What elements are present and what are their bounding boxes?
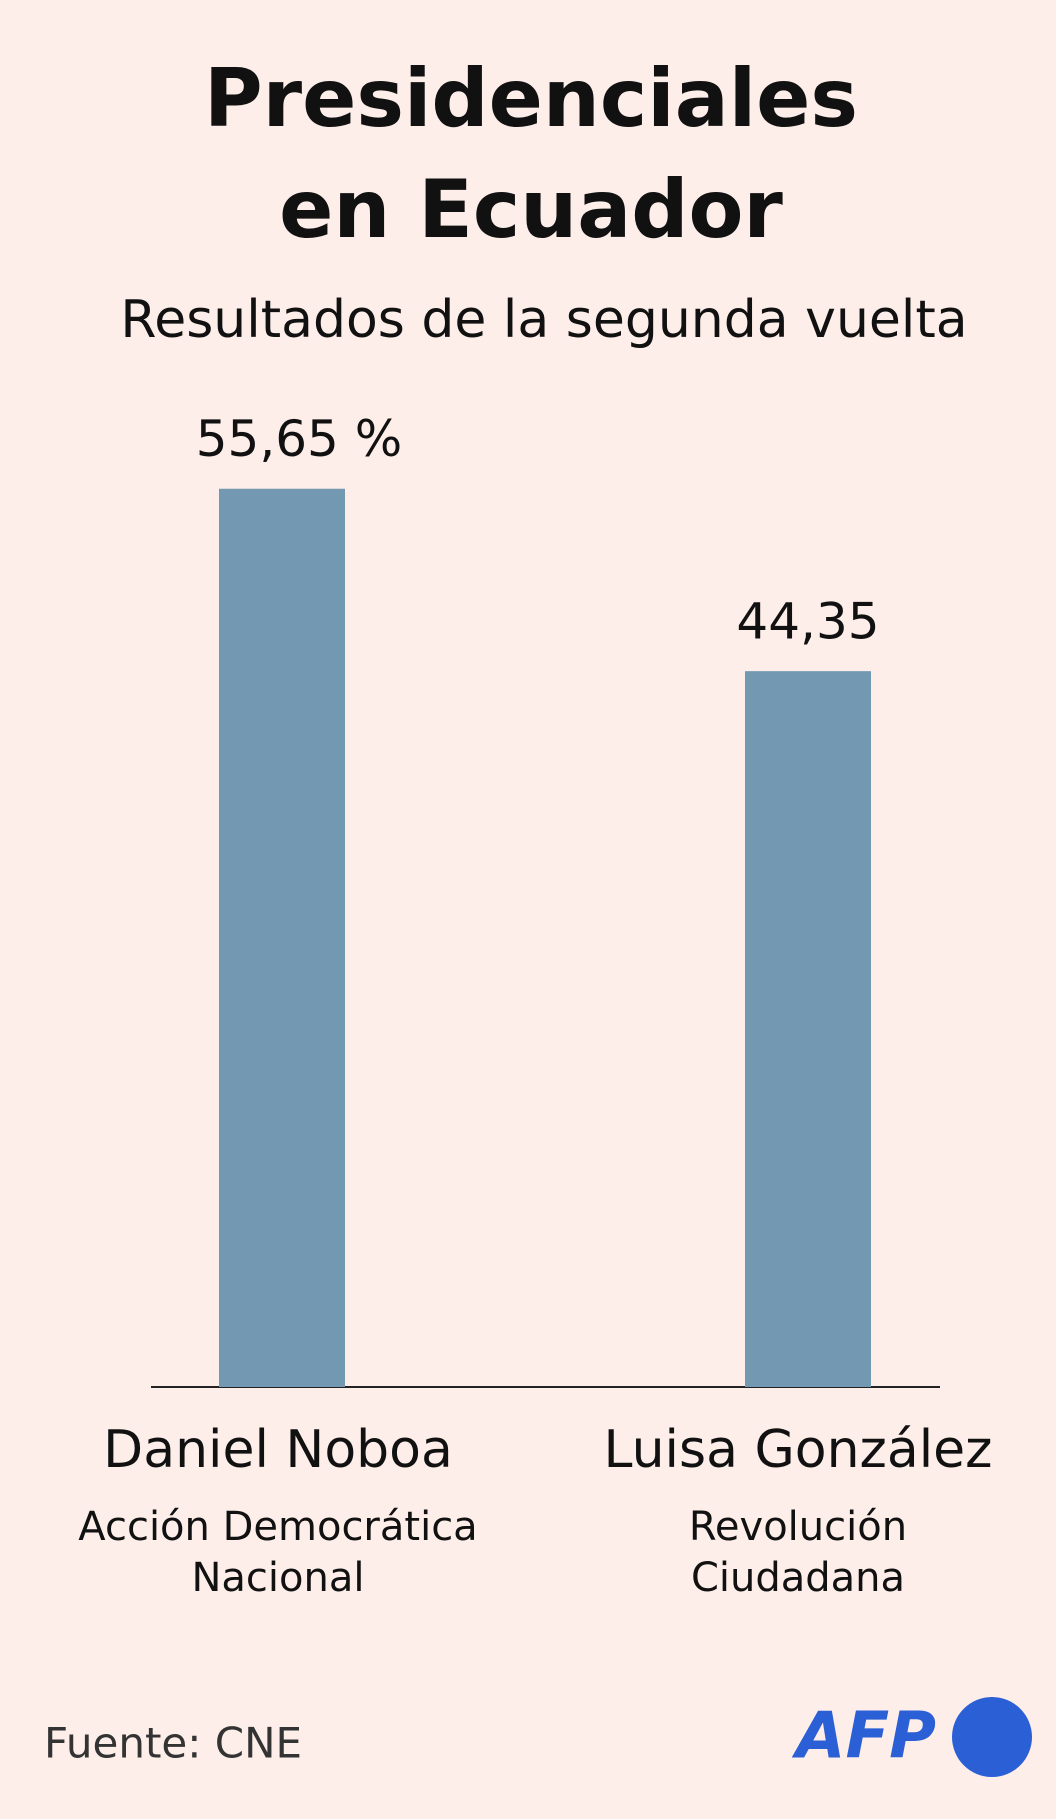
logo-circle xyxy=(952,1697,1032,1777)
category-label: Luisa González xyxy=(604,1420,993,1480)
party-label: Ciudadana xyxy=(691,1555,905,1601)
party-label: Acción Democrática xyxy=(78,1504,477,1550)
value-label: 55,65 % xyxy=(196,410,403,468)
party-label: Revolución xyxy=(689,1504,907,1550)
party-label: Nacional xyxy=(192,1555,365,1601)
bar xyxy=(219,488,345,1387)
chart-subtitle: Resultados de la segunda vuelta xyxy=(120,290,967,350)
chart-title: en Ecuador xyxy=(279,163,783,256)
logo-text: AFP xyxy=(791,1700,936,1774)
value-label: 44,35 xyxy=(736,593,879,651)
bar xyxy=(745,671,871,1387)
category-label: Daniel Noboa xyxy=(103,1420,453,1480)
chart-title: Presidenciales xyxy=(204,52,858,145)
source: Fuente: CNE xyxy=(44,1719,302,1768)
